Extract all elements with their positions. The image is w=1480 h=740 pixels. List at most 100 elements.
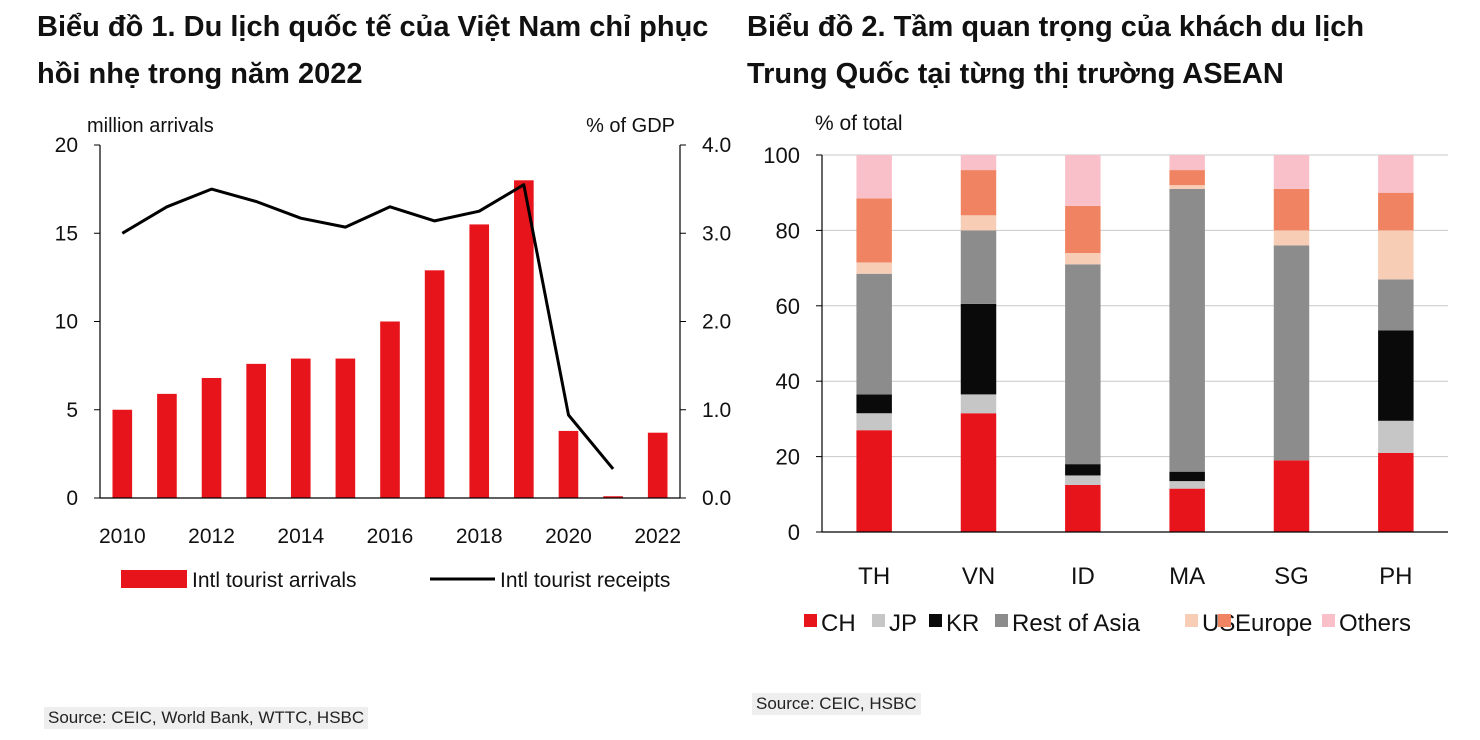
- chart2-segment-th-rest-of-asia: [856, 273, 892, 395]
- chart2-segment-ma-others: [1169, 155, 1205, 171]
- chart2-segment-vn-ch: [960, 413, 997, 532]
- chart2-segment-vn-jp: [960, 394, 997, 414]
- chart1-x-tick-label: 2010: [99, 525, 146, 548]
- chart1-bar-2020: [558, 430, 579, 498]
- chart2-legend-swatch-rest-of-asia: [995, 614, 1008, 627]
- chart2-segment-id-kr: [1065, 464, 1101, 476]
- chart1-left-tick-label: 10: [55, 311, 78, 334]
- chart2-legend-label: Others: [1339, 610, 1411, 637]
- chart1-bar-2019: [514, 180, 534, 499]
- chart2-y-axis-label: % of total: [815, 112, 903, 135]
- chart2-y-tick-label: 80: [776, 218, 800, 243]
- chart2-legend-swatch-europe: [1218, 614, 1231, 627]
- chart2-segment-ma-ch: [1169, 488, 1205, 532]
- chart1-legend-bar-label: Intl tourist arrivals: [192, 569, 357, 592]
- chart2-legend-label: JP: [889, 610, 917, 637]
- chart2-segment-id-jp: [1065, 475, 1101, 485]
- chart2-segment-id-europe: [1065, 205, 1101, 254]
- chart2-segment-sg-europe: [1273, 188, 1310, 231]
- chart1-bar-2016: [380, 321, 400, 498]
- chart2-segment-id-rest-of-asia: [1065, 264, 1101, 465]
- chart2-segment-ma-rest-of-asia: [1169, 188, 1205, 472]
- chart2-segment-sg-ch: [1273, 460, 1310, 532]
- chart1-bar-2015: [335, 358, 356, 498]
- chart2-segment-vn-us: [960, 215, 997, 231]
- chart1-left-tick-label: 20: [55, 134, 78, 157]
- chart2-segment-ma-kr: [1169, 471, 1205, 482]
- chart2-legend-swatch-others: [1322, 614, 1335, 627]
- chart2-category-label: TH: [858, 563, 890, 590]
- chart1-left-tick-label: 5: [66, 399, 78, 422]
- chart1-right-tick-label: 3.0: [702, 222, 731, 245]
- chart1-bar-2022: [647, 432, 668, 498]
- chart2-legend-swatch-ch: [804, 614, 817, 627]
- chart2-segment-id-us: [1065, 253, 1101, 265]
- chart1-right-axis-label: % of GDP: [586, 115, 675, 137]
- chart1-bar-2014: [290, 358, 311, 498]
- chart1-receipts-line: [121, 183, 615, 470]
- chart2-segment-ph-ch: [1378, 452, 1414, 532]
- chart2-segment-ma-us: [1169, 185, 1205, 189]
- chart1-bar-2017: [424, 270, 445, 498]
- chart2-segment-vn-others: [960, 155, 997, 171]
- chart2-segment-ph-us: [1378, 230, 1414, 280]
- chart1-right-tick-label: 4.0: [702, 134, 731, 157]
- chart2-segment-vn-rest-of-asia: [960, 230, 997, 304]
- chart1-x-tick-label: 2022: [634, 525, 681, 548]
- chart1-left-axis-label: million arrivals: [87, 115, 214, 137]
- chart2-legend-swatch-us: [1185, 614, 1198, 627]
- chart2-segment-th-europe: [856, 198, 892, 263]
- chart2-title-line2: Trung Quốc tại từng thị trường ASEAN: [747, 58, 1284, 90]
- chart2-segment-sg-rest-of-asia: [1273, 245, 1310, 461]
- chart1-source: Source: CEIC, World Bank, WTTC, HSBC: [44, 707, 369, 729]
- chart1-title-line2: hồi nhẹ trong năm 2022: [37, 58, 363, 90]
- chart2-source: Source: CEIC, HSBC: [752, 693, 921, 715]
- chart1-x-tick-label: 2012: [188, 525, 235, 548]
- chart2-legend-swatch-kr: [929, 614, 942, 627]
- chart1-bar-2010: [112, 409, 133, 498]
- chart2-segment-id-ch: [1065, 484, 1101, 532]
- chart1-left-tick-label: 0: [66, 487, 78, 510]
- chart2-segment-ph-jp: [1378, 420, 1414, 453]
- chart1-x-tick-label: 2020: [545, 525, 592, 548]
- chart2-y-tick-label: 0: [788, 520, 800, 545]
- chart2-segment-th-us: [856, 262, 892, 274]
- chart2-category-label: SG: [1274, 563, 1309, 590]
- chart2-segment-ma-europe: [1169, 170, 1205, 186]
- arrivals-receipts-chart: million arrivals % of GDP 0 5 10 15 20 0.0 1.0 2.…: [55, 115, 732, 592]
- chart2-legend-label: Europe: [1235, 610, 1312, 637]
- chart1-title-line1: Biểu đồ 1. Du lịch quốc tế của Việt Nam …: [37, 11, 709, 43]
- chart2-segment-id-others: [1065, 155, 1101, 206]
- chart2-y-tick-label: 20: [776, 445, 800, 470]
- chart1-bar-2012: [201, 377, 222, 498]
- chart1-bar-2021: [603, 496, 623, 498]
- chart1-bar-2011: [157, 393, 177, 498]
- chart1-left-tick-label: 15: [55, 222, 78, 245]
- chart2-segment-th-jp: [856, 413, 892, 431]
- chart1-right-tick-label: 1.0: [702, 399, 731, 422]
- chart2-segment-ph-rest-of-asia: [1378, 279, 1414, 331]
- chart2-legend-swatch-jp: [872, 614, 885, 627]
- chart1-x-tick-label: 2018: [456, 525, 503, 548]
- chart2-title-line1: Biểu đồ 2. Tầm quan trọng của khách du l…: [747, 11, 1365, 43]
- chart2-y-tick-label: 40: [776, 369, 800, 394]
- chart2-segment-ph-kr: [1378, 330, 1414, 421]
- chart2-category-label: VN: [962, 563, 995, 590]
- chart1-right-tick-label: 2.0: [702, 311, 731, 334]
- chart2-segment-vn-kr: [960, 303, 997, 395]
- chart1-right-tick-label: 0.0: [702, 487, 731, 510]
- chart2-segment-th-others: [856, 155, 892, 199]
- chart2-category-label: ID: [1071, 563, 1095, 590]
- chart2-segment-vn-europe: [960, 170, 997, 216]
- chart2-legend-label: KR: [946, 610, 979, 637]
- chart2-segment-sg-others: [1273, 155, 1310, 189]
- chart2-segment-ma-jp: [1169, 481, 1205, 489]
- chart2-y-tick-label: 60: [776, 294, 800, 319]
- chart2-segment-th-ch: [856, 430, 892, 532]
- chart2-category-label: PH: [1379, 563, 1412, 590]
- chart2-y-tick-label: 100: [763, 143, 800, 168]
- chart1-bar-2013: [246, 363, 266, 498]
- chart1-legend-line-label: Intl tourist receipts: [500, 569, 670, 592]
- chart2-legend-label: CH: [821, 610, 856, 637]
- chart2-segment-ph-others: [1378, 155, 1414, 193]
